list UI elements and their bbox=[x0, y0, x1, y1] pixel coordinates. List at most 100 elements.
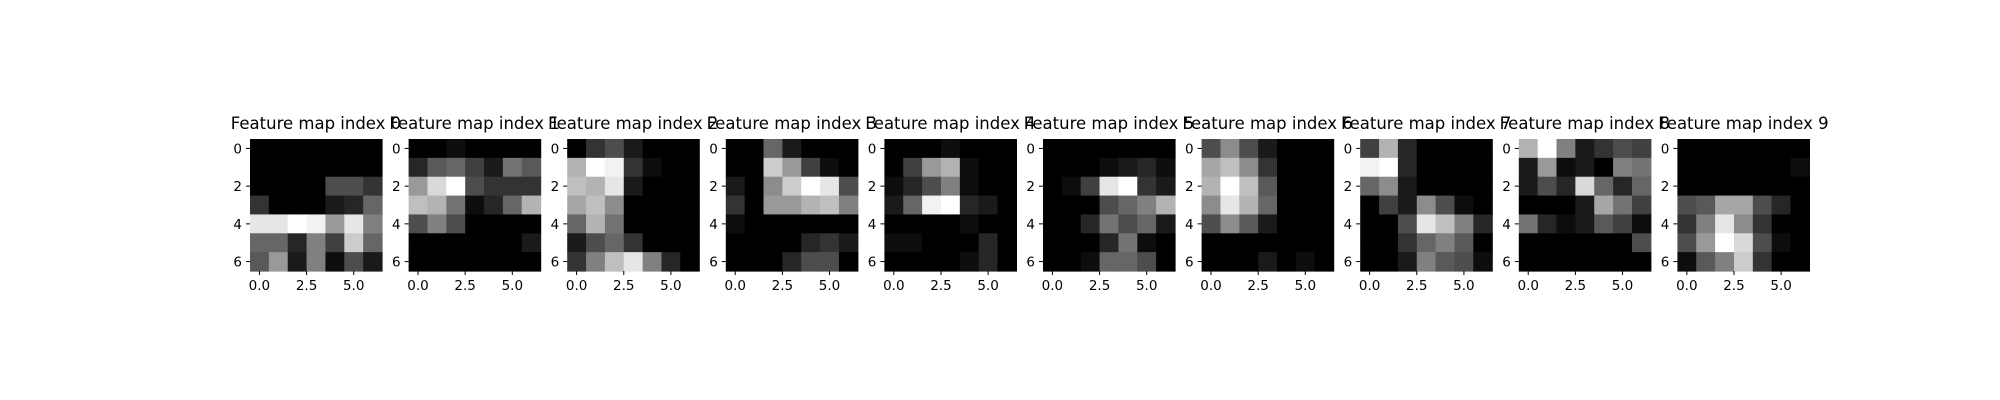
heatmap-cell bbox=[1295, 139, 1316, 159]
heatmap-cell bbox=[1277, 139, 1297, 159]
heatmap-cell bbox=[884, 233, 904, 253]
heatmap-cell bbox=[567, 195, 587, 216]
heatmap-cell bbox=[502, 252, 523, 272]
heatmap-cell bbox=[502, 195, 523, 216]
heatmap-cell bbox=[1118, 176, 1138, 197]
y-tick-label: 6 bbox=[1185, 255, 1194, 271]
heatmap-cell bbox=[1360, 176, 1380, 197]
heatmap-cell bbox=[1118, 233, 1138, 253]
heatmap-cell bbox=[997, 195, 1017, 216]
heatmap-cell bbox=[446, 233, 466, 253]
heatmap-cell bbox=[1360, 195, 1380, 216]
heatmap-cell bbox=[325, 157, 345, 178]
heatmap-cell bbox=[1201, 195, 1222, 216]
heatmap-cell bbox=[1631, 139, 1652, 159]
heatmap-cell bbox=[1156, 139, 1176, 159]
heatmap-cell bbox=[680, 214, 700, 234]
heatmap-cell bbox=[465, 214, 485, 234]
heatmap-cell bbox=[903, 252, 923, 272]
heatmap-cell bbox=[306, 176, 327, 197]
heatmap-cell bbox=[763, 214, 783, 234]
heatmap-cell bbox=[446, 214, 466, 234]
heatmap-cell bbox=[1397, 157, 1418, 178]
heatmap-cell bbox=[1239, 214, 1259, 234]
heatmap-cell bbox=[427, 233, 447, 253]
heatmap-cell bbox=[838, 195, 859, 216]
heatmap-cell bbox=[325, 233, 345, 253]
heatmap-cell bbox=[521, 214, 542, 234]
heatmap-cell bbox=[427, 195, 447, 216]
heatmap-cell bbox=[1314, 233, 1335, 253]
heatmap-cell bbox=[1613, 139, 1633, 159]
heatmap-cell bbox=[1061, 157, 1082, 178]
heatmap-cell bbox=[959, 233, 980, 253]
heatmap-cell bbox=[680, 157, 700, 178]
y-tick-label: 0 bbox=[1026, 141, 1035, 157]
heatmap-cell bbox=[1790, 157, 1810, 178]
heatmap-cell bbox=[903, 157, 923, 178]
heatmap-cell bbox=[1613, 252, 1633, 272]
y-tick-label: 4 bbox=[233, 217, 242, 233]
y-tick-label: 4 bbox=[1502, 217, 1511, 233]
heatmap-cell bbox=[801, 176, 821, 197]
y-tick-label: 2 bbox=[1344, 179, 1353, 195]
heatmap-cell bbox=[1575, 176, 1595, 197]
heatmap-cell bbox=[1220, 233, 1240, 253]
heatmap-cell bbox=[903, 214, 923, 234]
heatmap-cell bbox=[801, 214, 821, 234]
heatmap-cell bbox=[1220, 214, 1240, 234]
heatmap-cell bbox=[1613, 195, 1633, 216]
heatmap-cell bbox=[250, 139, 270, 159]
heatmap-cell bbox=[1733, 214, 1754, 234]
heatmap-cell bbox=[1733, 195, 1754, 216]
heatmap-cell bbox=[1379, 214, 1399, 234]
x-tick-label: 5.0 bbox=[977, 278, 998, 294]
heatmap-cell bbox=[1277, 195, 1297, 216]
heatmap-cell bbox=[838, 139, 859, 159]
feature-map-panel-4: Feature map index 4 0.0 2.5 5.0 0 2 4 6 bbox=[865, 114, 1035, 294]
heatmap-cell bbox=[1752, 176, 1773, 197]
heatmap-cell bbox=[744, 233, 765, 253]
heatmap-cell bbox=[1314, 139, 1335, 159]
feature-map-panel-6: Feature map index 6 0.0 2.5 5.0 0 2 4 6 bbox=[1182, 114, 1352, 294]
heatmap-cell bbox=[978, 252, 999, 272]
heatmap-cell bbox=[1677, 252, 1697, 272]
heatmap-cell bbox=[287, 157, 308, 178]
panel-title: Feature map index 8 bbox=[1500, 114, 1670, 133]
heatmap-cell bbox=[1137, 233, 1157, 253]
heatmap-cell bbox=[1295, 195, 1316, 216]
heatmap-cell bbox=[1715, 157, 1735, 178]
heatmap-cell bbox=[325, 139, 345, 159]
heatmap-cell bbox=[586, 157, 606, 178]
heatmap-cell bbox=[306, 195, 327, 216]
heatmap-cell bbox=[782, 195, 802, 216]
y-tick-label: 2 bbox=[233, 179, 242, 195]
heatmap-cell bbox=[1771, 233, 1792, 253]
heatmap-cell bbox=[1397, 214, 1418, 234]
y-tick-label: 0 bbox=[1661, 141, 1670, 157]
heatmap-cell bbox=[1790, 252, 1810, 272]
heatmap-cell bbox=[820, 139, 840, 159]
heatmap-cell bbox=[680, 195, 700, 216]
heatmap-cell bbox=[1594, 139, 1614, 159]
heatmap-cell bbox=[1790, 214, 1810, 234]
panel-title: Feature map index 1 bbox=[389, 114, 559, 133]
heatmap-cell bbox=[642, 139, 663, 159]
x-tick-label: 0.0 bbox=[1042, 278, 1063, 294]
heatmap-cell bbox=[586, 233, 606, 253]
heatmap-cell bbox=[903, 233, 923, 253]
y-tick-label: 6 bbox=[1502, 255, 1511, 271]
heatmap-cell bbox=[1537, 233, 1558, 253]
heatmap-cell bbox=[1454, 195, 1474, 216]
heatmap-cell bbox=[1277, 252, 1297, 272]
heatmap-cell bbox=[725, 214, 746, 234]
heatmap-cell bbox=[1752, 195, 1773, 216]
heatmap-cell bbox=[1631, 214, 1652, 234]
feature-map-panel-2: Feature map index 2 0.0 2.5 5.0 0 2 4 6 bbox=[548, 114, 718, 294]
heatmap-cell bbox=[446, 176, 466, 197]
heatmap-cell bbox=[521, 233, 542, 253]
heatmap-cell bbox=[1696, 214, 1716, 234]
heatmap-cell bbox=[1239, 139, 1259, 159]
heatmap-cell bbox=[1771, 157, 1792, 178]
